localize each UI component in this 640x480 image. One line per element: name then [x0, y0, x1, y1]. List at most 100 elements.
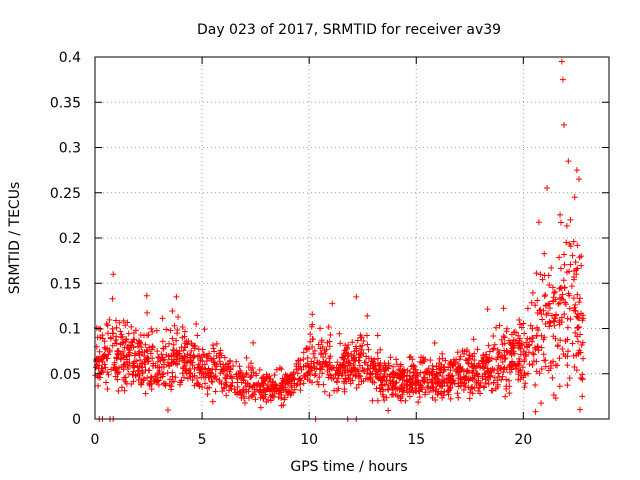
data-point: [546, 281, 553, 288]
data-point: [524, 305, 531, 312]
data-point: [345, 375, 352, 382]
data-point: [455, 360, 462, 367]
data-point: [334, 359, 341, 366]
data-point: [345, 350, 352, 357]
data-point: [490, 379, 497, 386]
data-point: [377, 388, 384, 395]
data-point: [149, 328, 156, 335]
data-point: [162, 343, 169, 350]
y-tick-label: 0: [72, 412, 81, 428]
data-point: [353, 384, 360, 391]
data-point: [446, 360, 453, 367]
data-point: [191, 353, 198, 360]
data-point: [374, 397, 381, 404]
data-point: [499, 353, 506, 360]
data-point: [522, 353, 529, 360]
data-point: [333, 379, 340, 386]
data-point: [159, 315, 166, 322]
data-point: [180, 347, 187, 354]
data-point: [409, 377, 416, 384]
data-point: [337, 340, 344, 347]
data-point: [368, 355, 375, 362]
data-point: [365, 365, 372, 372]
data-point: [571, 194, 578, 201]
data-point: [552, 288, 559, 295]
data-point: [421, 358, 428, 365]
data-point: [542, 320, 549, 327]
data-point: [406, 393, 413, 400]
data-point: [546, 305, 553, 312]
y-tick-label: 0.05: [50, 367, 81, 383]
chart-title: Day 023 of 2017, SRMTID for receiver av3…: [197, 22, 501, 38]
data-point: [300, 349, 307, 356]
data-point: [297, 381, 304, 388]
data-point: [530, 351, 537, 358]
data-point: [509, 358, 516, 365]
x-tick-label: 20: [514, 432, 532, 448]
data-point: [266, 376, 273, 383]
data-point: [550, 391, 557, 398]
data-point: [250, 369, 257, 376]
data-point: [222, 361, 229, 368]
data-point: [533, 270, 540, 277]
data-point: [195, 346, 202, 353]
data-point: [552, 362, 559, 369]
data-point: [520, 348, 527, 355]
data-point: [203, 357, 210, 364]
data-point: [490, 345, 497, 352]
data-point: [210, 345, 217, 352]
data-point: [144, 309, 151, 316]
data-point: [578, 253, 585, 260]
data-point: [463, 368, 470, 375]
data-point: [406, 354, 413, 361]
data-point: [354, 337, 361, 344]
data-point: [539, 276, 546, 283]
data-point: [243, 370, 250, 377]
data-point: [233, 371, 240, 378]
data-point: [367, 371, 374, 378]
data-point: [530, 358, 537, 365]
data-point: [391, 371, 398, 378]
data-point: [516, 335, 523, 342]
data-point: [576, 299, 583, 306]
data-point: [496, 365, 503, 372]
data-point: [194, 332, 201, 339]
data-point: [326, 392, 333, 399]
data-point: [243, 354, 250, 361]
data-point: [109, 295, 116, 302]
data-point: [318, 339, 325, 346]
data-point: [246, 383, 253, 390]
data-point: [234, 389, 241, 396]
data-point: [99, 358, 106, 365]
data-point: [542, 363, 549, 370]
data-point: [392, 384, 399, 391]
data-point: [117, 334, 124, 341]
data-point: [267, 388, 274, 395]
data-point: [147, 350, 154, 357]
data-point: [286, 372, 293, 379]
data-point: [336, 330, 343, 337]
data-point: [124, 356, 131, 363]
data-point: [434, 378, 441, 385]
data-point: [184, 341, 191, 348]
data-point: [575, 323, 582, 330]
data-point: [212, 388, 219, 395]
data-point: [170, 341, 177, 348]
data-point: [415, 399, 422, 406]
data-point: [345, 341, 352, 348]
data-point: [559, 291, 566, 298]
data-point: [188, 347, 195, 354]
data-point: [389, 370, 396, 377]
data-point: [297, 387, 304, 394]
data-point: [500, 369, 507, 376]
data-point: [501, 340, 508, 347]
data-point: [122, 378, 129, 385]
data-point: [175, 313, 182, 320]
data-point: [529, 335, 536, 342]
data-point: [114, 369, 121, 376]
data-point: [147, 377, 154, 384]
data-point: [187, 352, 194, 359]
data-point: [525, 349, 532, 356]
data-point: [303, 362, 310, 369]
